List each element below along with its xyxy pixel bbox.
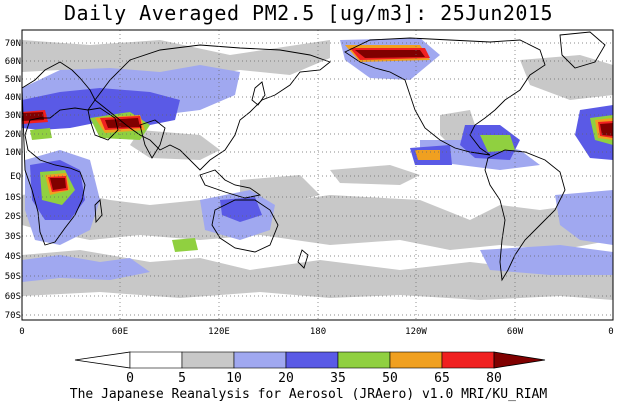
colorbar-label: 80 (486, 371, 502, 386)
colorbar-label: 65 (434, 371, 450, 386)
lat-label: 60S (5, 292, 21, 302)
lat-label: 10N (5, 148, 21, 158)
colorbar-segment (285, 351, 339, 369)
lat-label: 40S (5, 252, 21, 262)
lon-label: 180 (310, 327, 326, 337)
lat-label: 30S (5, 232, 21, 242)
colorbar-label: 50 (382, 371, 398, 386)
colorbar-segment (337, 351, 391, 369)
colorbar: 0 5 10 20 35 50 65 80 (74, 351, 546, 386)
map-title: Daily Averaged PM2.5 [ug/m3]: 25Jun2015 (63, 1, 554, 25)
lon-label: 0 (608, 327, 613, 337)
colorbar-segment (181, 351, 235, 369)
lon-label: 60E (112, 327, 128, 337)
lon-label: 120E (208, 327, 230, 337)
colorbar-label: 35 (330, 371, 346, 386)
lat-label: 50N (5, 75, 21, 85)
lat-label: 70N (5, 39, 21, 49)
coastlines (22, 31, 606, 282)
colorbar-segment (441, 351, 495, 369)
colorbar-label: 0 (126, 371, 134, 386)
credit-line: The Japanese Reanalysis for Aerosol (JRA… (69, 387, 548, 402)
lon-label: 120W (405, 327, 427, 337)
lon-label: 0 (19, 327, 24, 337)
lat-label: 30N (5, 111, 21, 121)
colorbar-segment (129, 351, 183, 369)
colorbar-label: 10 (226, 371, 242, 386)
lat-label: 50S (5, 272, 21, 282)
lat-label: 20N (5, 130, 21, 140)
colorbar-label: 5 (178, 371, 186, 386)
colorbar-lower-arrow (74, 351, 131, 369)
map-frame (21, 29, 614, 321)
lat-label: 60N (5, 57, 21, 67)
lat-label: 70S (5, 311, 21, 321)
colorbar-upper-arrow (493, 351, 546, 369)
colorbar-label: 20 (278, 371, 294, 386)
colorbar-segment (233, 351, 287, 369)
lat-label: EQ (10, 172, 21, 182)
graticule (22, 30, 613, 320)
colorbar-segment (389, 351, 443, 369)
lat-label: 10S (5, 193, 21, 203)
lon-axis: 0 60E 120E 180 120W 60W 0 (19, 327, 613, 337)
lat-label: 20S (5, 212, 21, 222)
lat-axis: 70N 60N 50N 40N 30N 20N 10N EQ 10S 20S 3… (5, 39, 21, 321)
lon-label: 60W (507, 327, 524, 337)
lat-label: 40N (5, 93, 21, 103)
